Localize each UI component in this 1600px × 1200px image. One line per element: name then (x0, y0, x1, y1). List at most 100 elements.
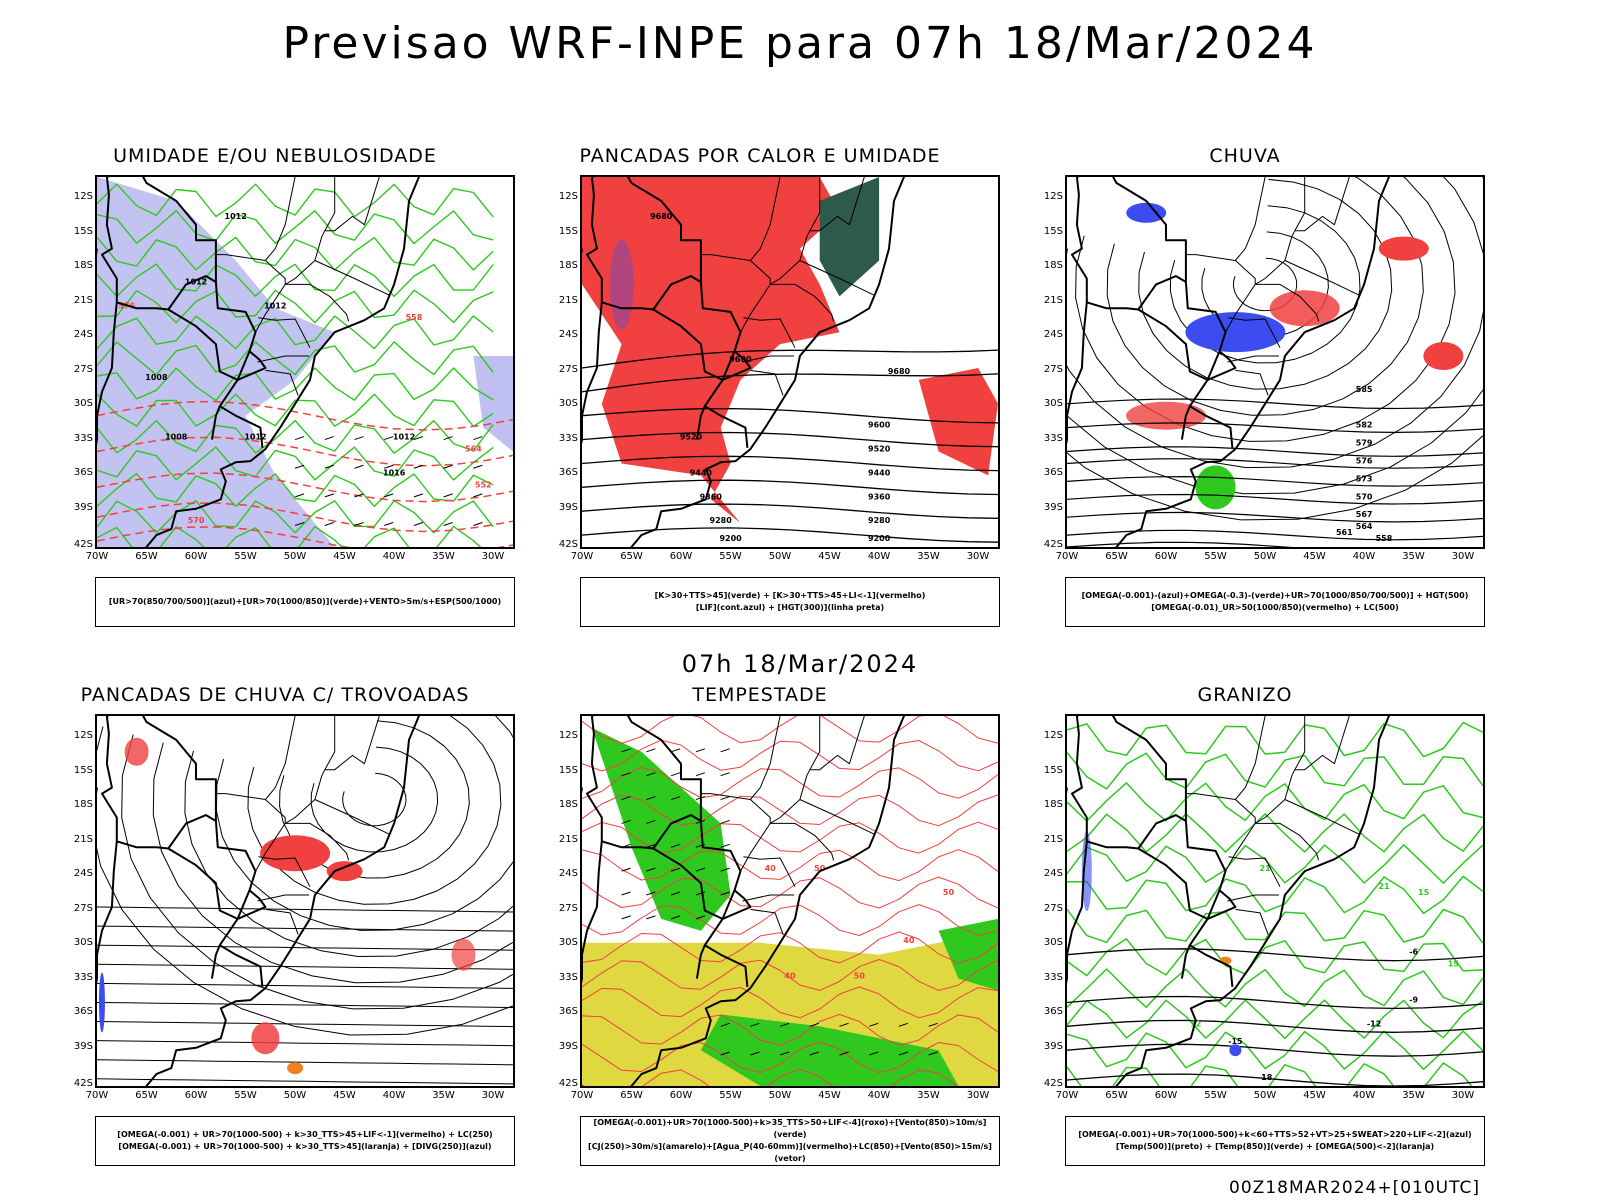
legend-line: [OMEGA(-0.001)-(azul)+OMEGA(-0.3)-(verde… (1081, 591, 1469, 600)
temp500-contour (1067, 1043, 1483, 1057)
lat-label: 36S (558, 467, 578, 478)
contour-label: -12 (1367, 1019, 1381, 1028)
legend-line: [LIF](cont.azul) + [HGT(300)](linha pret… (695, 603, 885, 612)
state-border (314, 799, 390, 835)
country-border (1076, 716, 1237, 987)
wind-vector (670, 772, 681, 777)
thickness-contour-red (97, 526, 513, 547)
state-border (743, 317, 796, 348)
contour-label: 582 (1356, 421, 1373, 430)
hgt300-contour (582, 407, 998, 424)
precip-water-contour (582, 739, 998, 772)
wind-vector (670, 891, 681, 896)
state-border (769, 177, 821, 285)
lat-label: 42S (1043, 539, 1063, 550)
country-border (652, 847, 736, 920)
contour-label: 552 (475, 480, 492, 489)
wind-arrow (294, 522, 305, 526)
country-border (1071, 716, 1187, 850)
contour-label: 9280 (868, 516, 891, 525)
legend-line: [OMEGA(-0.001) + UR>70(1000-500) + k>30_… (117, 1130, 493, 1139)
lon-label: 30W (1451, 551, 1475, 562)
lon-label: 40W (867, 1090, 891, 1101)
streamline (1106, 177, 1424, 416)
contour-label: 9360 (700, 492, 723, 501)
humidity-contour-green (97, 446, 494, 481)
humidity-contour-green (97, 183, 494, 218)
wind-vector (621, 915, 631, 920)
wind-vector (646, 843, 656, 848)
streamline-zonal (97, 1059, 513, 1066)
temp500-contour (1067, 1073, 1483, 1086)
lon-label: 70W (1055, 551, 1079, 562)
lon-label: 30W (966, 1090, 990, 1101)
wind-arrow (473, 493, 483, 498)
hail-blue-area (1081, 831, 1092, 912)
wind-arrow (443, 436, 453, 441)
wind-vector (621, 772, 631, 777)
lon-label: 65W (620, 1090, 643, 1101)
contour-label: 21 (1378, 882, 1390, 891)
state-border (1284, 799, 1360, 835)
thickness-contour-red (97, 436, 513, 467)
coastline (630, 716, 906, 1086)
chuva-map: 585 582 579 576 573 570 567 564 561 558 (1065, 175, 1485, 549)
coastline (145, 716, 421, 1086)
lat-label: 18S (1043, 260, 1063, 271)
state-border (770, 283, 835, 322)
country-border (582, 841, 603, 984)
lat-label: 30S (73, 937, 93, 948)
wind-vector (646, 796, 656, 801)
country-border (1180, 405, 1191, 440)
umidade-legend: [UR>70(850/700/500)](azul)+[UR>70(1000/8… (95, 577, 515, 627)
contour-label: 1012 (185, 277, 207, 286)
hgt500-contour (1067, 541, 1294, 547)
contour-label: 9280 (710, 516, 733, 525)
lif-contour-blue (609, 239, 634, 330)
hgt300-contour (582, 527, 998, 543)
wind-vector (779, 1022, 790, 1027)
contour-label: 21 (1260, 864, 1272, 873)
humidity-contour-green (97, 525, 482, 547)
lat-label: 21S (73, 833, 93, 845)
country-border (1137, 847, 1221, 920)
temp850-contour-green (1067, 813, 1483, 853)
state-border (285, 283, 350, 322)
streamline (342, 772, 407, 827)
precip-water-contour (582, 931, 998, 964)
thickness-contour-red (97, 400, 513, 431)
humidity-contour-green (97, 367, 494, 402)
temp850-contour-green (1067, 938, 1483, 977)
state-border (700, 254, 751, 261)
thunderstorm-red-area (260, 835, 331, 872)
wind-vector (720, 891, 730, 896)
lon-label: 55W (1204, 1090, 1227, 1101)
wind-vector (869, 1022, 879, 1027)
state-border (257, 355, 309, 363)
contour-label: 9600 (729, 355, 752, 364)
lat-label: 42S (1043, 1078, 1063, 1089)
streamline (215, 716, 513, 931)
humidity-contour-green (97, 210, 494, 245)
country-border (101, 716, 217, 850)
streamline (310, 746, 439, 853)
hgt300-contour (582, 373, 998, 393)
lon-label: 35W (1402, 1090, 1425, 1101)
lat-label: 27S (73, 363, 93, 375)
lat-label: 27S (558, 363, 578, 375)
state-border (1254, 716, 1306, 824)
state-border (215, 793, 266, 800)
thunderstorm-orange-south (287, 1062, 304, 1075)
hgt300-contour (582, 349, 998, 369)
wind-vector (720, 772, 730, 777)
hgt300-contour (582, 479, 998, 496)
state-border (284, 177, 336, 285)
wind-arrow (354, 436, 364, 441)
hgt500-contour (1067, 493, 1483, 505)
wind-arrow (473, 464, 483, 469)
lon-label: 60W (669, 551, 693, 562)
temp500-contour (1067, 1019, 1483, 1033)
contour-label: 9680 (650, 212, 673, 221)
lat-label: 33S (1043, 432, 1063, 444)
wind-vector (928, 1022, 938, 1027)
